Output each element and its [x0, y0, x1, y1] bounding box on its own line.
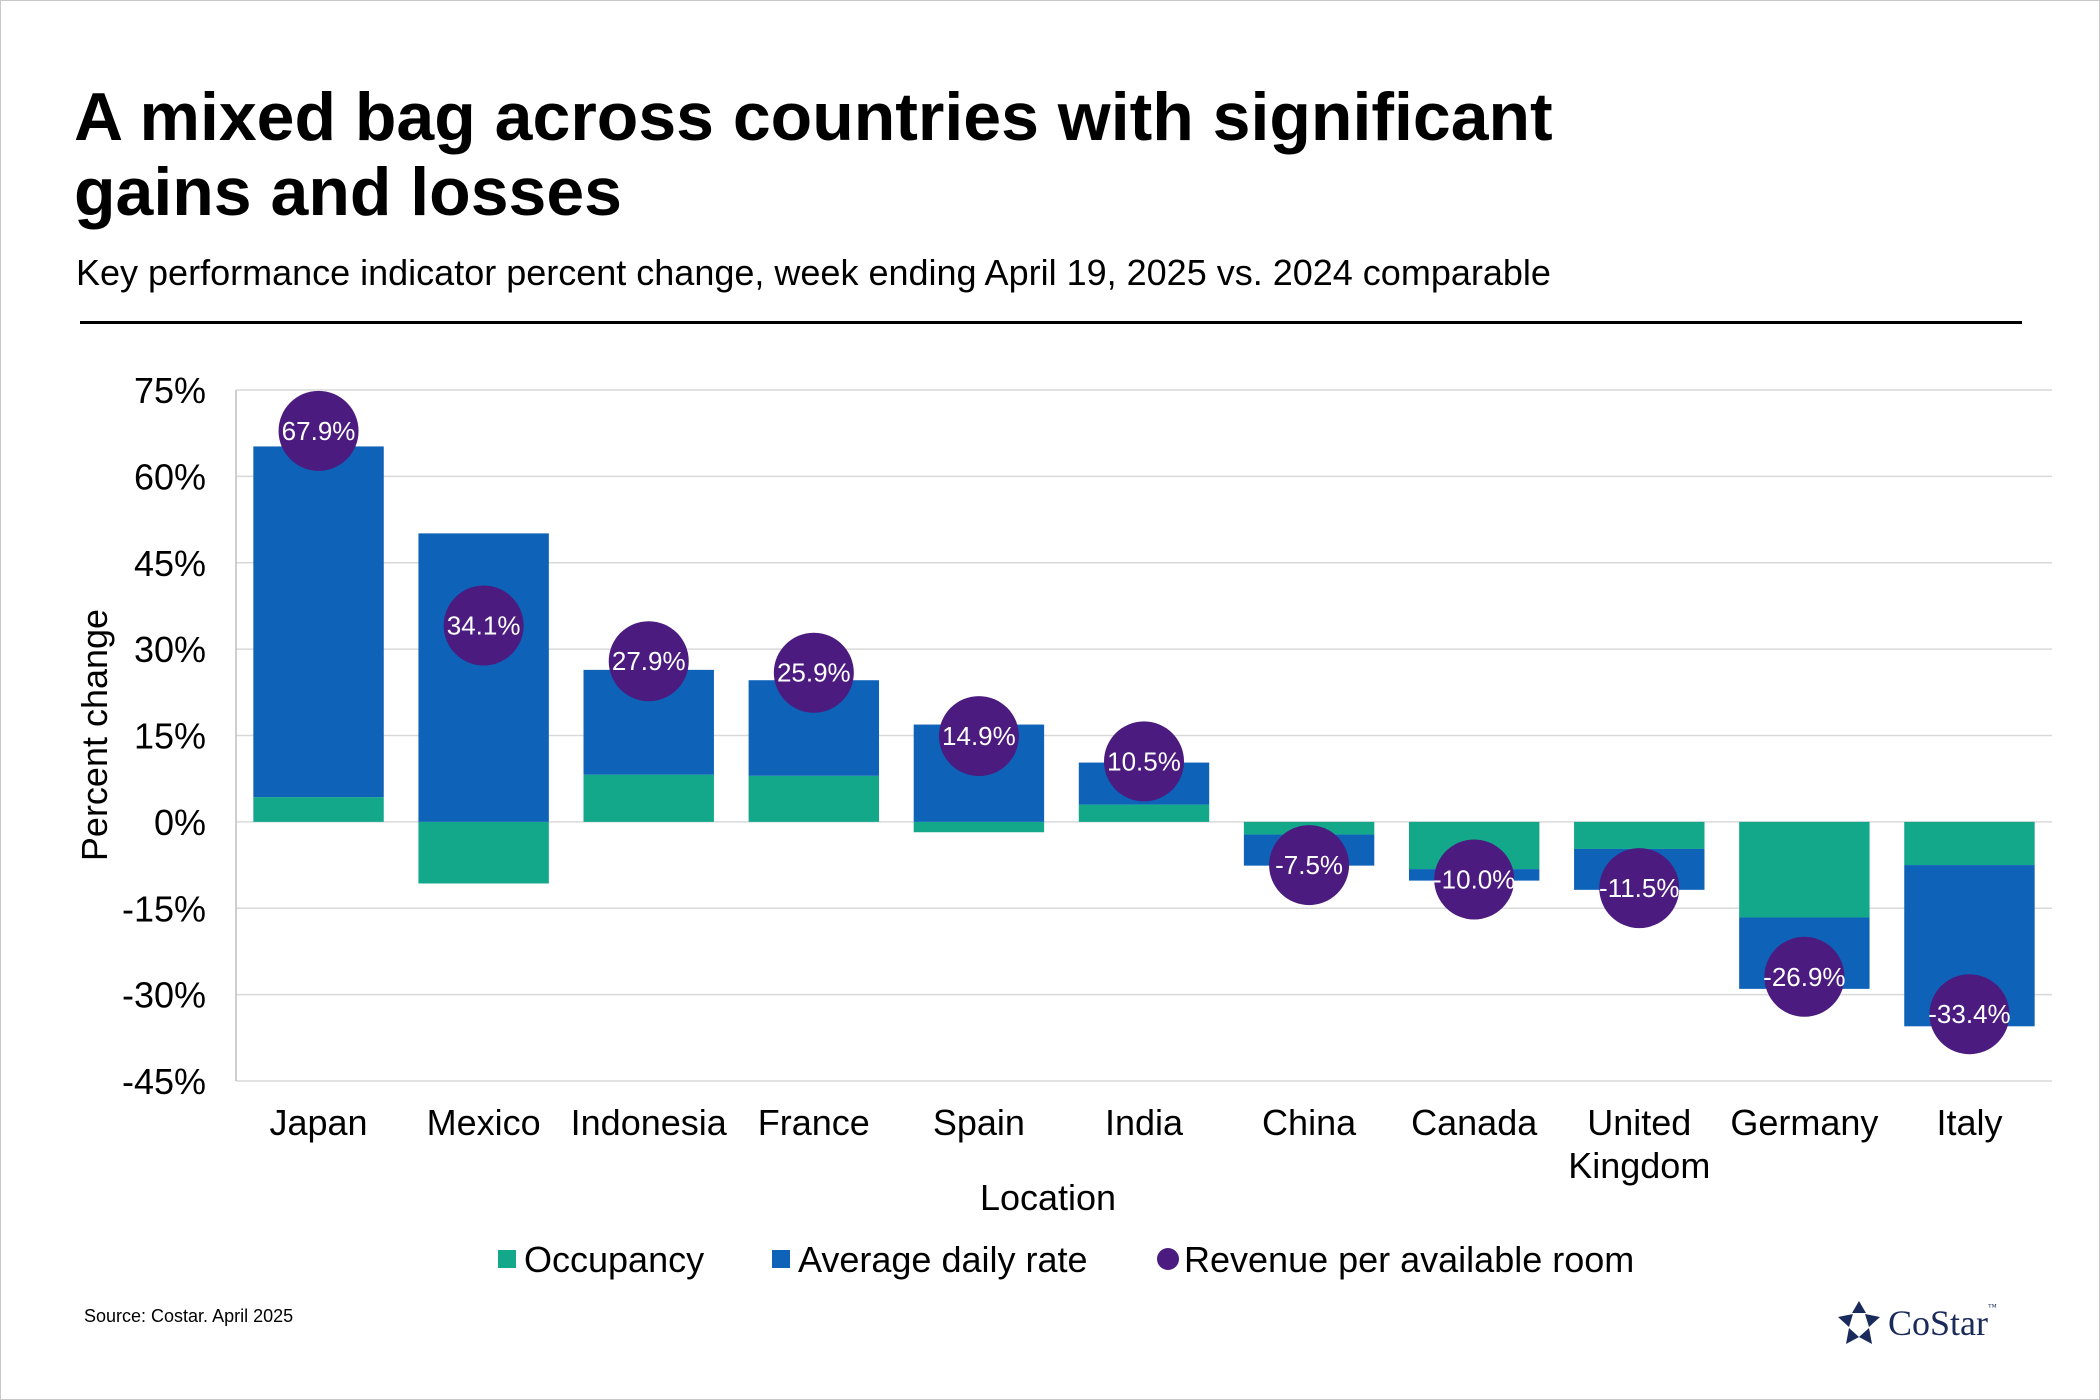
y-tick-label: -15% [122, 888, 206, 929]
revpar-marker [608, 621, 689, 702]
occupancy-bar [253, 797, 384, 822]
trademark-mark: ™ [1988, 1302, 1997, 1312]
revpar-data-label: 27.9% [612, 646, 686, 676]
x-tick-label: United [1587, 1102, 1691, 1143]
revpar-marker [443, 585, 524, 666]
chart-subtitle: Key performance indicator percent change… [76, 252, 1551, 293]
legend-swatch [772, 1250, 790, 1268]
chart-title: A mixed bag across countries with signif… [74, 79, 1553, 230]
revpar-data-label: -33.4% [1928, 999, 2010, 1029]
revpar-data-label: -10.0% [1433, 864, 1515, 894]
x-tick-label: India [1105, 1102, 1184, 1143]
y-tick-label: 45% [134, 543, 206, 584]
x-tick-label: Mexico [427, 1102, 541, 1143]
legend-label: Occupancy [524, 1239, 704, 1280]
revpar-data-label: -7.5% [1275, 850, 1343, 880]
revpar-marker [773, 632, 854, 713]
adr-bar [253, 446, 384, 798]
x-tick-label: Japan [269, 1102, 367, 1143]
x-tick-label: France [758, 1102, 870, 1143]
x-tick-label: Indonesia [571, 1102, 728, 1143]
x-tick-label: China [1262, 1102, 1357, 1143]
adr-bar [418, 533, 549, 822]
occupancy-bar [1078, 804, 1210, 822]
y-tick-label: -45% [122, 1061, 206, 1102]
revpar-marker [1434, 839, 1515, 920]
revpar-data-label: 25.9% [777, 658, 851, 688]
revpar-marker [1599, 848, 1680, 929]
legend-label: Revenue per available room [1184, 1239, 1634, 1280]
revpar-marker [1269, 825, 1350, 906]
y-tick-label: 60% [134, 456, 206, 497]
x-axis-title: Location [980, 1177, 1116, 1218]
occupancy-bar [913, 821, 1045, 833]
costar-logo: CoStar™ [1836, 1300, 1997, 1346]
legend-swatch [1157, 1248, 1179, 1270]
y-tick-label: -30% [122, 975, 206, 1016]
revpar-data-label: 67.9% [282, 416, 356, 446]
revpar-data-label: 34.1% [447, 611, 521, 641]
y-axis-title: Percent change [74, 609, 115, 861]
logo-text: CoStar™ [1888, 1302, 1997, 1344]
revpar-marker [278, 390, 359, 471]
logo-wordmark: CoStar [1888, 1303, 1989, 1343]
revpar-marker [1104, 721, 1184, 802]
revpar-data-label: -11.5% [1599, 873, 1679, 903]
occupancy-bar [1574, 821, 1705, 849]
occupancy-bar [583, 774, 714, 822]
title-divider [80, 321, 2022, 324]
source-note: Source: Costar. April 2025 [84, 1306, 294, 1326]
legend-label: Average daily rate [798, 1239, 1088, 1280]
occupancy-bar [1739, 821, 1870, 918]
revpar-marker [1929, 974, 2010, 1055]
occupancy-bar [748, 775, 880, 822]
y-tick-label: 15% [134, 716, 206, 757]
stacked-bar-chart: 75% 60% 45% 30% 15% 0% -15% -30% -45% 67.9% 34.1% 2… [74, 370, 2052, 1280]
occupancy-bar [418, 821, 549, 884]
revpar-marker [1764, 936, 1845, 1017]
revpar-data-label: 14.9% [942, 721, 1016, 751]
x-tick-label: Canada [1411, 1102, 1538, 1143]
y-tick-label: 30% [134, 629, 206, 670]
x-tick-label: Italy [1936, 1102, 2002, 1143]
legend-swatch [498, 1250, 516, 1268]
x-tick-label: Germany [1730, 1102, 1878, 1143]
x-tick-label: Spain [933, 1102, 1025, 1143]
costar-star-icon [1838, 1301, 1880, 1344]
revpar-data-label: -26.9% [1763, 962, 1845, 992]
y-tick-label: 0% [154, 802, 206, 843]
revpar-marker [938, 696, 1019, 777]
revpar-data-label: 10.5% [1107, 746, 1181, 776]
x-tick-label: Kingdom [1568, 1145, 1710, 1186]
y-tick-label: 75% [134, 370, 206, 411]
occupancy-bar [1904, 821, 2035, 866]
